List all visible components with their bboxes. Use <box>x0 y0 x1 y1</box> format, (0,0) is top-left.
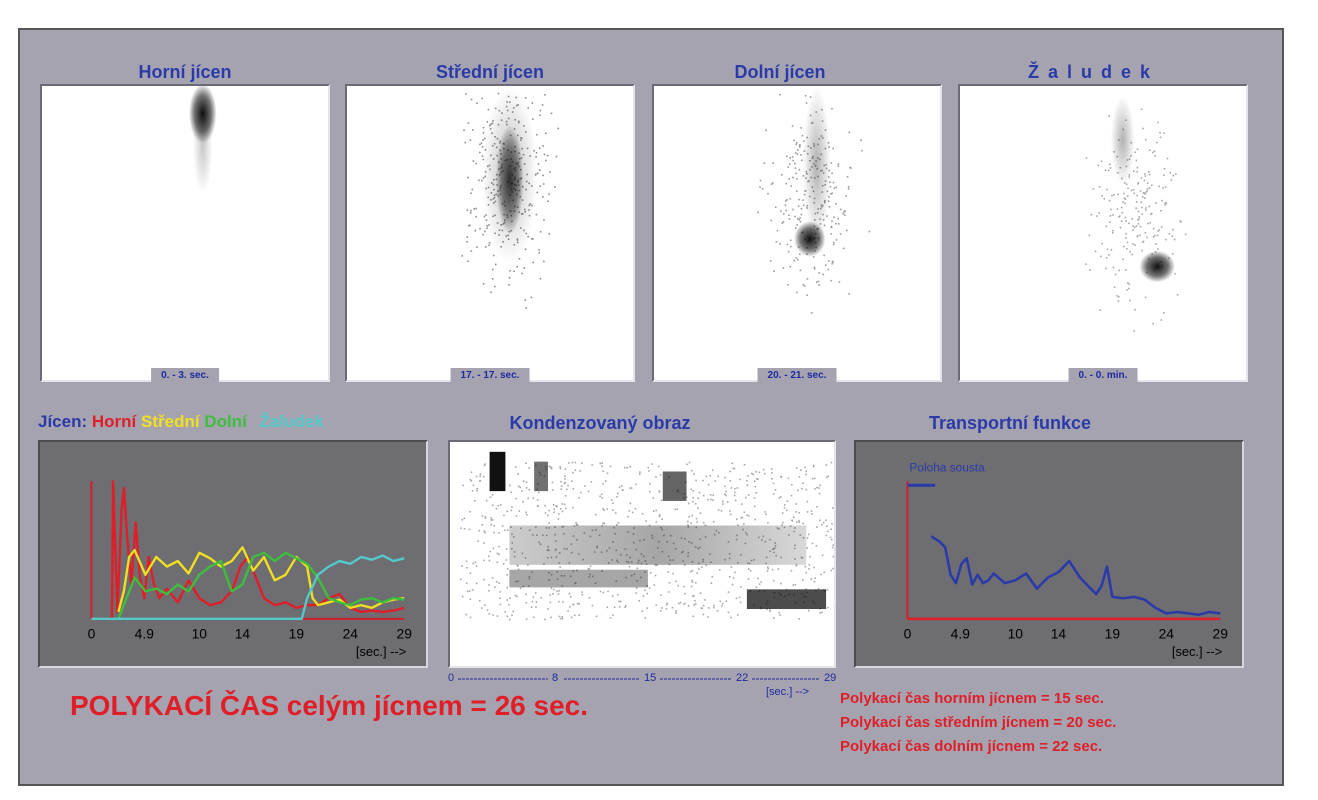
x-tick-label: 29 <box>397 627 413 642</box>
scan-time-range: 17. - 17. sec. <box>450 368 530 382</box>
scan-noise <box>1085 108 1187 332</box>
transport-title: Transportní funkce <box>928 413 1092 433</box>
x-tick-label: 0 <box>88 627 96 642</box>
x-tick-label: 19 <box>1105 627 1121 642</box>
scan-panel-stredni: 17. - 17. sec. <box>345 84 635 382</box>
x-tick-label: 29 <box>1213 627 1229 642</box>
condensed-noise <box>460 461 834 621</box>
scan-panel-zaludek: 0. - 0. min. <box>958 84 1248 382</box>
panel-title-zaludek: Ž a l u d e k <box>1027 62 1153 82</box>
series-line-4 <box>91 554 405 621</box>
scan-panel-dolni: 20. - 21. sec. <box>652 84 942 382</box>
series-line-1 <box>91 480 405 621</box>
x-tick-label: 14 <box>1051 627 1067 642</box>
condensed-axis-unit: [sec.] --> <box>766 686 810 698</box>
condensed-tick: 29 <box>824 672 837 684</box>
x-axis-label: [sec.] --> <box>1172 644 1222 659</box>
condensed-image-panel <box>448 440 836 668</box>
x-tick-label: 10 <box>192 627 208 642</box>
panel-title-dolni: Dolní jícen <box>734 62 826 82</box>
condensed-tick: 0 <box>448 672 455 684</box>
swallow-time-upper: Polykací čas horním jícnem = 15 sec. <box>840 690 1104 707</box>
total-swallow-time: POLYKACÍ ČAS celým jícnem = 26 sec. <box>70 690 588 721</box>
x-tick-label: 0 <box>904 627 912 642</box>
legend-item-dolni: Dolní <box>204 412 247 431</box>
scan-panel-horni: 0. - 3. sec. <box>40 84 330 382</box>
series-line-3 <box>117 551 405 620</box>
condensed-axis-line <box>458 678 820 680</box>
x-tick-label: 14 <box>235 627 251 642</box>
panel-title-stredni: Střední jícen <box>435 62 545 82</box>
x-tick-label: 4.9 <box>951 627 971 642</box>
swallow-time-middle: Polykací čas středním jícnem = 20 sec. <box>840 714 1117 731</box>
x-tick-label: 24 <box>1159 627 1175 642</box>
scan-image-dolni <box>757 86 871 314</box>
scan-noise <box>461 92 560 309</box>
scan-time-range: 0. - 3. sec. <box>151 368 219 382</box>
series-legend: Jícen: Horní Střední Dolní Žaludek <box>38 412 324 432</box>
scan-image-horni <box>188 86 217 195</box>
chart-annotation: Poloha sousta <box>909 461 985 475</box>
condensed-image <box>460 451 834 621</box>
x-tick-label: 4.9 <box>135 627 155 642</box>
transport-chart-plot: 0 4.9 10 14 19 24 29 [sec.] --> Poloha sousta <box>904 461 1229 660</box>
transport-chart: 0 4.9 10 14 19 24 29 [sec.] --> Poloha sousta <box>854 440 1244 668</box>
condensed-tick: 8 <box>552 672 559 684</box>
scan-noise <box>757 93 871 314</box>
series-line-1 <box>930 535 1221 616</box>
condensed-title: Kondenzovaný obraz <box>509 413 691 433</box>
condensed-tick: 15 <box>644 672 657 684</box>
legend-prefix: Jícen: <box>38 412 88 431</box>
x-tick-label: 19 <box>289 627 305 642</box>
legend-item-horni: Horní <box>91 412 137 431</box>
scan-image-zaludek <box>1085 95 1187 332</box>
swallow-time-lower: Polykací čas dolním jícnem = 22 sec. <box>840 738 1103 755</box>
series-line-2 <box>117 546 405 613</box>
x-tick-label: 24 <box>343 627 359 642</box>
activity-chart-plot: 0 4.9 10 14 19 24 29 [sec.] --> <box>88 480 413 659</box>
legend-item-stredni: Střední <box>141 412 200 431</box>
scan-time-range: 0. - 0. min. <box>1068 368 1138 382</box>
activity-chart: 0 4.9 10 14 19 24 29 [sec.] --> <box>38 440 428 668</box>
scan-time-range: 20. - 21. sec. <box>757 368 837 382</box>
scan-image-stredni <box>461 86 560 309</box>
legend-item-zaludek: Žaludek <box>259 412 324 431</box>
x-axis-label: [sec.] --> <box>356 644 406 659</box>
panel-title-horni: Horní jícen <box>138 62 232 82</box>
x-tick-label: 10 <box>1008 627 1024 642</box>
condensed-tick: 22 <box>736 672 749 684</box>
